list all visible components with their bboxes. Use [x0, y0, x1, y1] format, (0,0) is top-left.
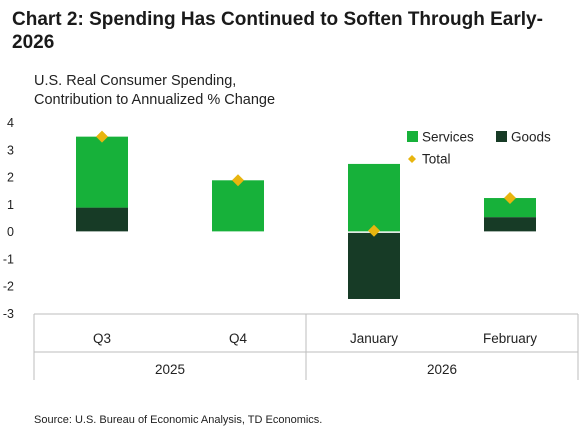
x-group-label: 2025: [155, 362, 185, 377]
total-marker-q4: [232, 174, 244, 187]
legend-services-label: Services: [422, 130, 474, 145]
legend-total-marker: [408, 155, 416, 163]
y-tick-label: 2: [7, 171, 14, 185]
y-tick-label: -1: [3, 252, 14, 266]
goods-bar-february: [484, 217, 536, 233]
y-tick-label: -2: [3, 280, 14, 294]
legend-goods-label: Goods: [511, 130, 551, 145]
x-group-label: 2026: [427, 362, 457, 377]
y-tick-label: 3: [7, 143, 14, 157]
subtitle-line-1: U.S. Real Consumer Spending,: [34, 73, 237, 89]
x-category-label: Q4: [229, 331, 248, 346]
y-tick-label: 0: [7, 225, 14, 239]
total-marker-q3: [96, 130, 108, 143]
legend-services-swatch: [407, 131, 418, 142]
goods-bar-january: [348, 232, 400, 299]
legend-total-label: Total: [422, 152, 451, 167]
chart-subtitle: U.S. Real Consumer Spending, Contributio…: [34, 72, 434, 110]
x-category-label: Q3: [93, 331, 111, 346]
goods-bar-q3: [76, 207, 128, 233]
total-marker-january: [368, 224, 380, 237]
subtitle-line-2: Contribution to Annualized % Change: [34, 92, 276, 108]
total-marker-february: [504, 192, 516, 205]
services-bar-january: [348, 163, 400, 233]
y-tick-label: 1: [7, 198, 14, 212]
y-tick-label: -3: [3, 307, 14, 321]
services-bar-q4: [212, 180, 264, 233]
x-category-label: January: [350, 331, 398, 346]
x-category-label: February: [483, 331, 537, 346]
services-bar-february: [484, 198, 536, 218]
chart-title: Chart 2: Spending Has Continued to Softe…: [12, 9, 543, 53]
legend-goods-swatch: [496, 131, 507, 142]
services-bar-q3: [76, 136, 128, 208]
y-tick-label: 4: [7, 116, 14, 130]
source-note: Source: U.S. Bureau of Economic Analysis…: [34, 414, 323, 426]
